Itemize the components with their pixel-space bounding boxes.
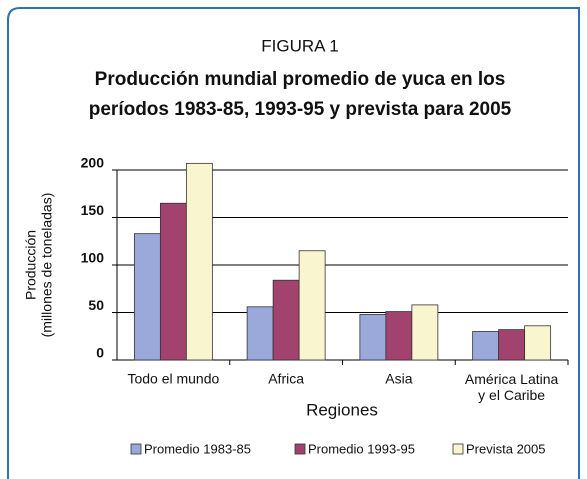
bar: [472, 331, 500, 361]
bar: [498, 329, 526, 361]
bar: [133, 233, 161, 361]
legend-label: Promedio 1993-95: [308, 441, 415, 456]
bar: [159, 202, 187, 361]
bar: [298, 250, 326, 361]
x-axis-label: Regiones: [306, 400, 378, 419]
x-tick-label: Asia: [385, 371, 412, 387]
x-tick-label: Todo el mundo: [127, 371, 219, 387]
figure-label: FIGURA 1: [261, 36, 338, 55]
chart-title: períodos 1983-85, 1993-95 y prevista par…: [89, 99, 512, 120]
legend-label: Prevista 2005: [466, 441, 546, 456]
y-tick-label: 200: [81, 155, 105, 171]
bar: [246, 306, 274, 361]
y-tick-label: 100: [81, 250, 105, 266]
legend-label: Promedio 1983-85: [144, 441, 251, 456]
frame: [7, 7, 580, 479]
legend-swatch: [130, 443, 142, 455]
x-tick-label: América Latina y el Caribe: [465, 371, 559, 403]
bar: [359, 313, 387, 361]
y-tick-label: 0: [96, 345, 104, 361]
bar: [185, 162, 213, 361]
chart-title: Producción mundial promedio de yuca en l…: [95, 69, 506, 90]
y-axis-label: Producción: [23, 230, 39, 300]
y-tick-label: 50: [88, 297, 104, 313]
y-axis-label: (millones de toneladas): [39, 193, 55, 338]
bar: [411, 304, 439, 361]
bar: [385, 311, 413, 361]
legend-swatch: [452, 443, 464, 455]
bar: [524, 325, 552, 361]
bar: [272, 279, 300, 361]
y-tick-label: 150: [81, 202, 105, 218]
legend-swatch: [294, 443, 306, 455]
x-tick-label: Africa: [268, 371, 304, 387]
